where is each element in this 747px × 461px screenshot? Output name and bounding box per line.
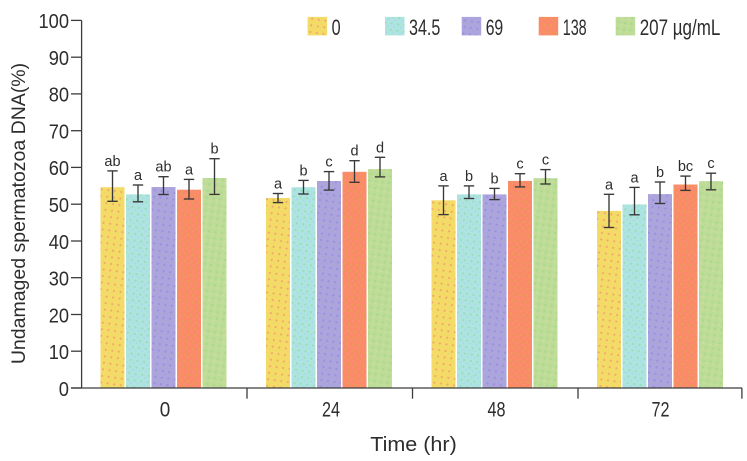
svg-text:0: 0 <box>59 378 69 401</box>
svg-text:a: a <box>605 177 614 193</box>
svg-text:34.5: 34.5 <box>409 15 440 40</box>
svg-text:10: 10 <box>49 341 69 364</box>
svg-text:50: 50 <box>49 194 69 217</box>
svg-text:48: 48 <box>488 397 506 421</box>
svg-text:c: c <box>542 153 549 169</box>
svg-text:80: 80 <box>49 84 69 107</box>
svg-text:0: 0 <box>332 15 341 40</box>
svg-text:138: 138 <box>563 15 587 40</box>
svg-text:b: b <box>299 163 307 179</box>
svg-text:207 µg/mL: 207 µg/mL <box>640 15 721 40</box>
svg-text:30: 30 <box>49 268 69 291</box>
svg-text:40: 40 <box>49 231 69 254</box>
svg-text:24: 24 <box>322 397 340 421</box>
svg-text:a: a <box>134 168 143 184</box>
svg-text:90: 90 <box>49 47 69 70</box>
svg-text:c: c <box>325 155 332 171</box>
svg-text:a: a <box>439 169 448 185</box>
svg-text:c: c <box>516 157 523 173</box>
svg-text:b: b <box>490 171 498 187</box>
svg-text:b: b <box>210 142 218 158</box>
svg-text:72: 72 <box>652 397 670 421</box>
svg-text:a: a <box>630 170 639 186</box>
svg-text:100: 100 <box>39 10 70 33</box>
svg-text:c: c <box>707 156 714 172</box>
svg-text:70: 70 <box>49 121 69 144</box>
svg-text:69: 69 <box>486 15 504 40</box>
svg-text:60: 60 <box>49 157 69 180</box>
svg-text:Undamaged spermatozoa DNA(%): Undamaged spermatozoa DNA(%) <box>8 63 30 364</box>
svg-text:Time (hr): Time (hr) <box>370 434 457 456</box>
svg-text:b: b <box>465 169 473 185</box>
svg-text:a: a <box>185 162 194 178</box>
svg-text:a: a <box>274 177 283 193</box>
svg-text:ab: ab <box>155 160 171 176</box>
svg-text:d: d <box>376 140 384 156</box>
svg-text:d: d <box>350 144 358 160</box>
svg-text:0: 0 <box>160 397 171 421</box>
svg-text:20: 20 <box>49 304 69 327</box>
svg-text:b: b <box>656 165 664 181</box>
svg-text:ab: ab <box>104 154 120 170</box>
svg-text:bc: bc <box>678 159 693 175</box>
